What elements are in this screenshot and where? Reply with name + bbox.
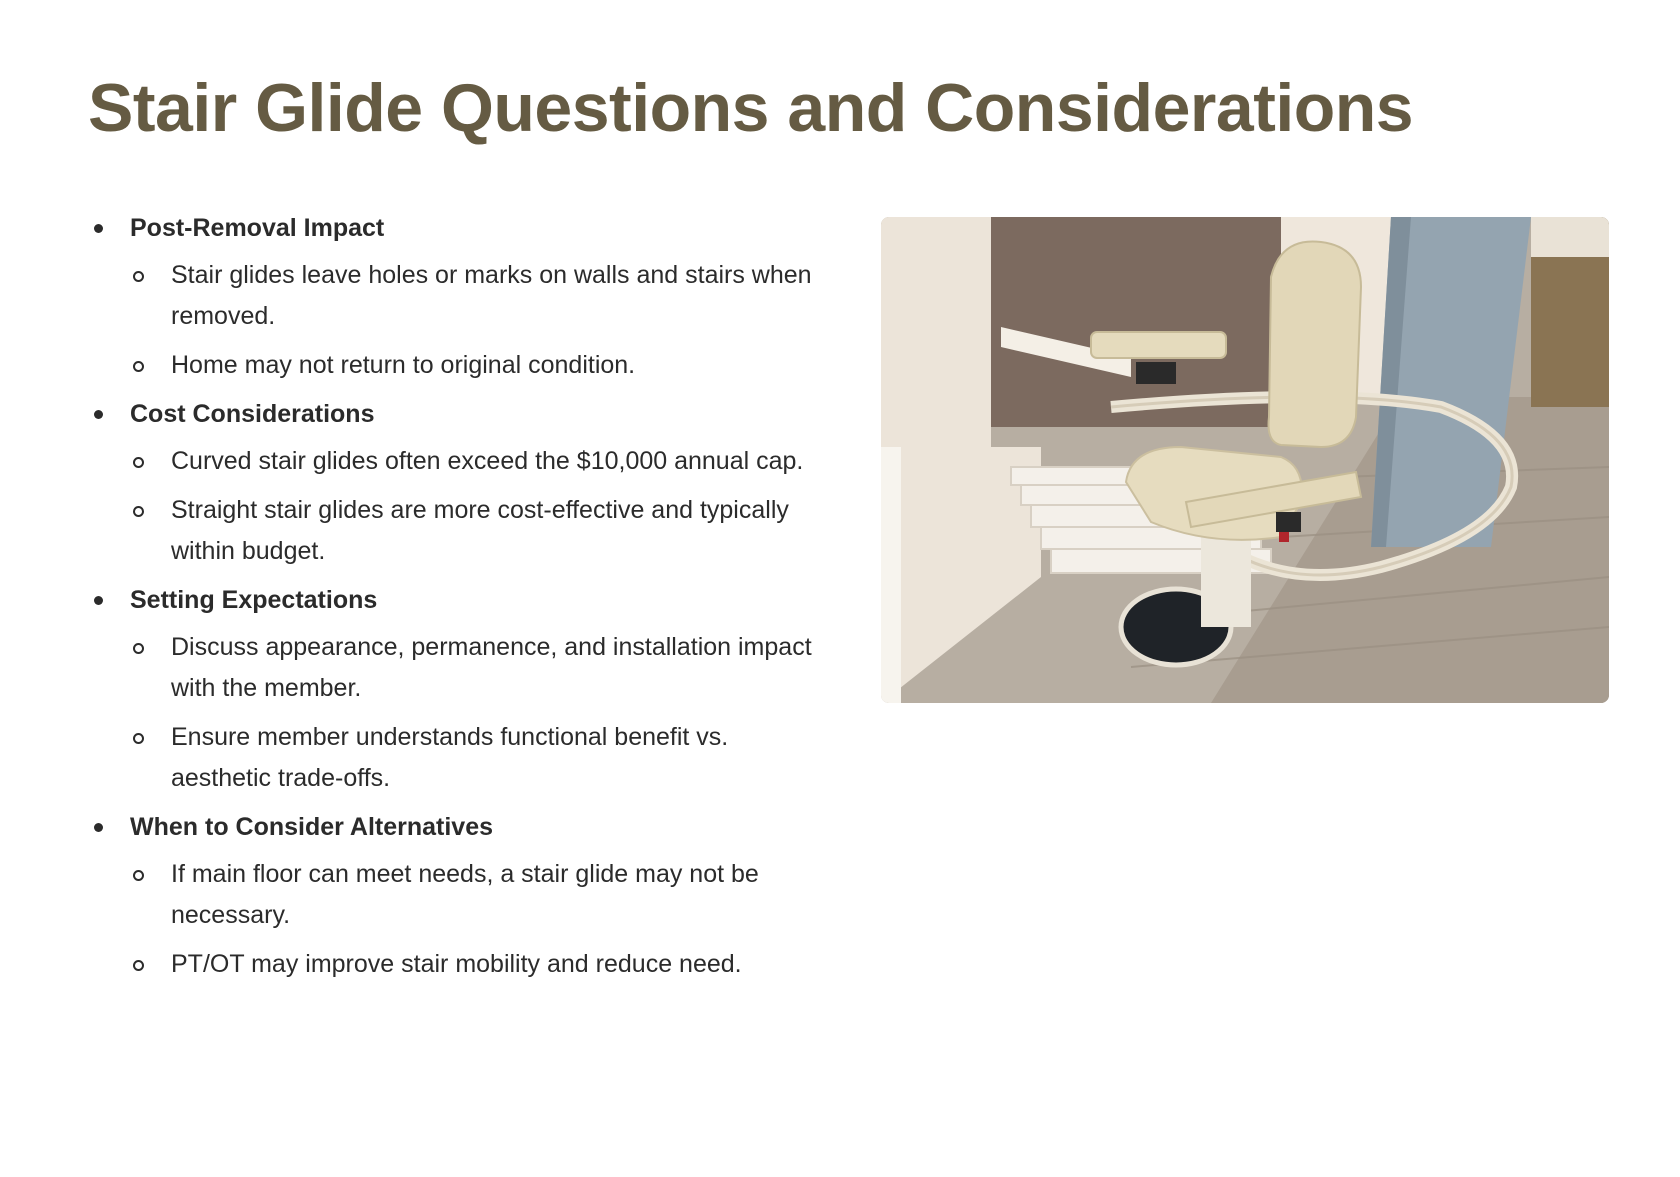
section-heading: Cost Considerations (130, 400, 375, 428)
list-item: PT/OT may improve stair mobility and red… (130, 944, 828, 985)
sub-list: If main floor can meet needs, a stair gl… (130, 854, 828, 985)
sub-list: Curved stair glides often exceed the $10… (130, 441, 828, 572)
section-heading: Setting Expectations (130, 586, 378, 614)
list-item: Ensure member understands functional ben… (130, 717, 828, 799)
bullet-list: Post-Removal Impact Stair glides leave h… (88, 208, 828, 985)
stair-glide-illustration (881, 217, 1609, 703)
content-column: Post-Removal Impact Stair glides leave h… (88, 208, 828, 993)
section-heading: Post-Removal Impact (130, 214, 385, 242)
list-item: Discuss appearance, permanence, and inst… (130, 627, 828, 709)
sub-list: Discuss appearance, permanence, and inst… (130, 627, 828, 799)
section-cost-considerations: Cost Considerations Curved stair glides … (88, 394, 828, 572)
sub-list: Stair glides leave holes or marks on wal… (130, 255, 828, 386)
section-heading: When to Consider Alternatives (130, 813, 494, 841)
list-item: Home may not return to original conditio… (130, 345, 828, 386)
section-post-removal-impact: Post-Removal Impact Stair glides leave h… (88, 208, 828, 386)
list-item: Stair glides leave holes or marks on wal… (130, 255, 828, 337)
section-when-to-consider-alternatives: When to Consider Alternatives If main fl… (88, 807, 828, 985)
page-title: Stair Glide Questions and Considerations (88, 70, 1414, 146)
stair-glide-photo (881, 217, 1609, 703)
list-item: Curved stair glides often exceed the $10… (130, 441, 828, 482)
list-item: Straight stair glides are more cost-effe… (130, 490, 828, 572)
list-item: If main floor can meet needs, a stair gl… (130, 854, 828, 936)
section-setting-expectations: Setting Expectations Discuss appearance,… (88, 580, 828, 799)
